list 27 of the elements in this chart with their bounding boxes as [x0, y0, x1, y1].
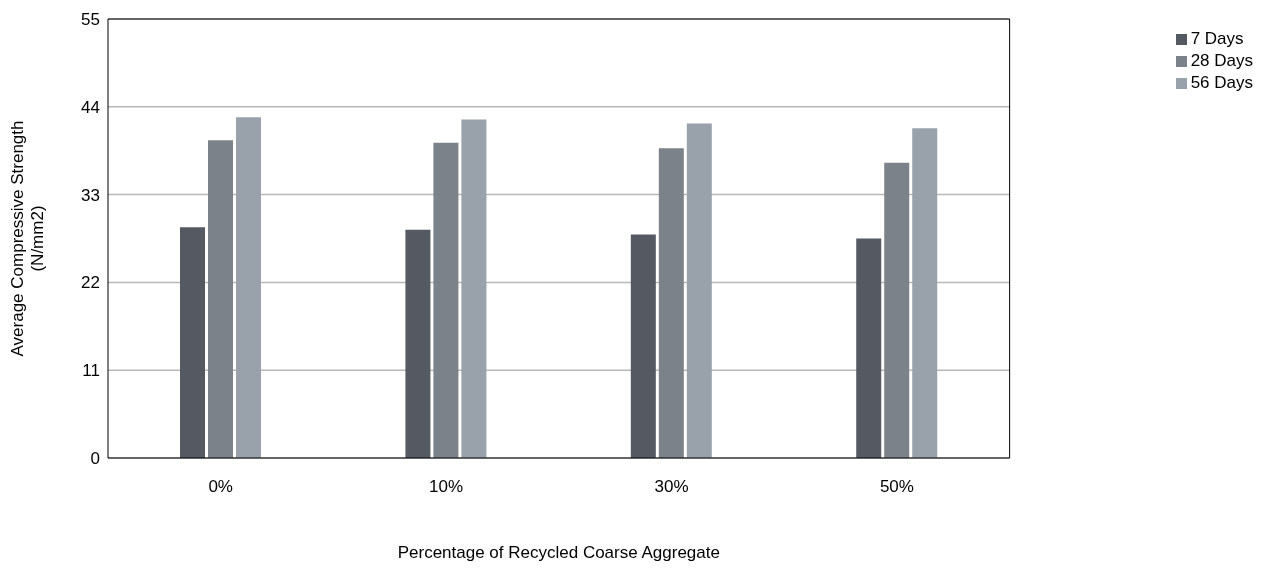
- y-tick-label: 11: [82, 361, 100, 381]
- legend-label: 7 Days: [1190, 29, 1244, 48]
- x-tick-label: 0%: [208, 477, 233, 497]
- x-axis-title: Percentage of Recycled Coarse Aggregate: [397, 543, 720, 562]
- x-tick-label: 50%: [879, 477, 914, 497]
- bar: [856, 238, 882, 458]
- legend-label: 28 Days: [1190, 51, 1253, 70]
- y-axis-title: Average Compressive Strength (N/mm2): [8, 120, 47, 357]
- y-tick-label: 55: [81, 10, 100, 30]
- bar: [884, 162, 910, 458]
- bar: [630, 234, 656, 458]
- bar: [686, 123, 712, 458]
- bar: [208, 140, 233, 458]
- legend-label: 56 Days: [1190, 73, 1253, 92]
- y-tick-label: 22: [81, 273, 100, 293]
- y-tick-label: 33: [81, 185, 100, 205]
- y-tick-label: 44: [81, 97, 100, 117]
- bar: [433, 142, 459, 458]
- y-tick-label: 0: [90, 449, 100, 469]
- x-tick-label: 30%: [654, 477, 689, 497]
- bar: [912, 128, 938, 458]
- bar: [461, 119, 487, 458]
- bar: [405, 229, 431, 458]
- x-tick-label: 10%: [429, 477, 464, 497]
- bar: [180, 227, 205, 458]
- bar: [236, 117, 261, 458]
- bar: [658, 148, 684, 458]
